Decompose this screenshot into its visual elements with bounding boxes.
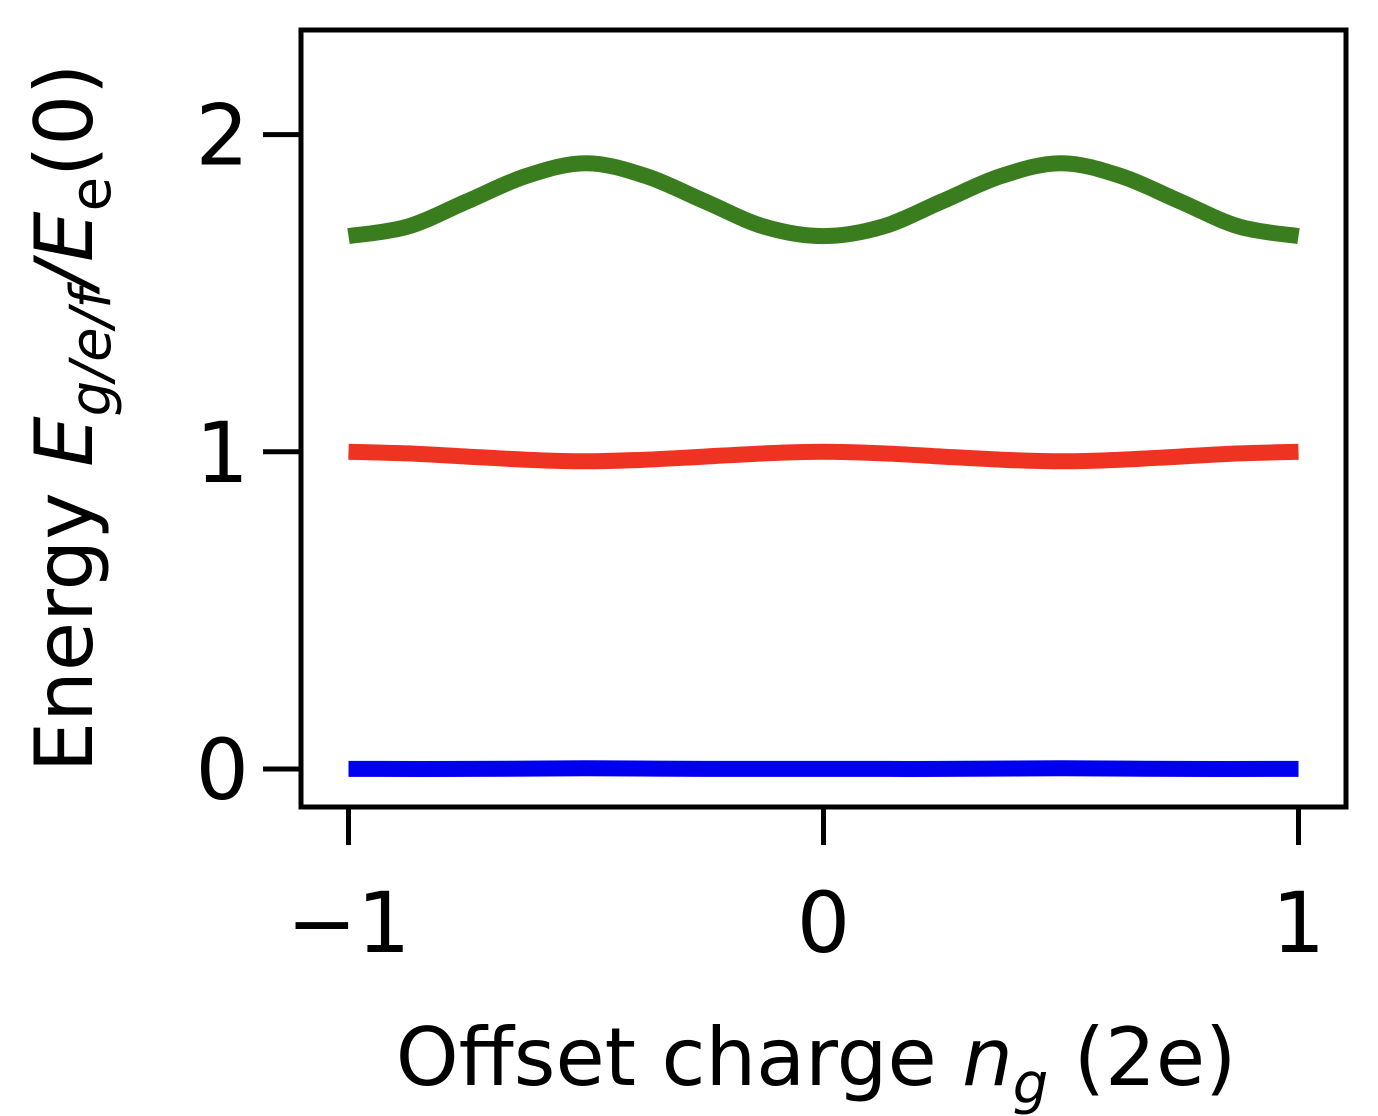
second-excited-level-line bbox=[347, 155, 1300, 245]
x-tick-label: 1 bbox=[1272, 874, 1325, 972]
y-axis-label-subscript2: e bbox=[59, 177, 124, 211]
y-axis-label-symbol2: E bbox=[18, 211, 111, 262]
x-tick-label: 0 bbox=[797, 874, 850, 972]
y-tick-label: 1 bbox=[196, 404, 249, 502]
y-tick-label: 0 bbox=[196, 721, 249, 819]
y-ticks: 0 1 2 bbox=[196, 87, 301, 819]
x-axis-label-suffix: (2e) bbox=[1048, 1011, 1236, 1104]
x-axis-label-symbol: n bbox=[962, 1011, 1013, 1104]
x-axis-label-prefix: Offset charge bbox=[396, 1011, 962, 1104]
x-axis-label: Offset charge ng (2e) bbox=[396, 1011, 1237, 1116]
y-tick-label: 2 bbox=[196, 87, 249, 185]
series-layer bbox=[347, 155, 1300, 777]
y-axis-label-suffix: (0) bbox=[18, 64, 111, 177]
y-axis-label-symbol: E bbox=[18, 416, 111, 467]
y-axis-label-prefix: Energy bbox=[18, 467, 111, 773]
ground-level-line bbox=[348, 760, 1299, 777]
plot-frame bbox=[298, 27, 1349, 810]
x-tick-label: −1 bbox=[287, 874, 411, 972]
x-axis-label-subscript: g bbox=[1013, 1052, 1049, 1116]
x-ticks: −1 0 1 bbox=[287, 807, 1325, 972]
first-excited-level-line bbox=[348, 443, 1299, 470]
y-axis-label: Energy Eg/e/f/Ee(0) bbox=[18, 64, 124, 773]
y-axis-label-subscript: g/e/f bbox=[59, 282, 124, 417]
